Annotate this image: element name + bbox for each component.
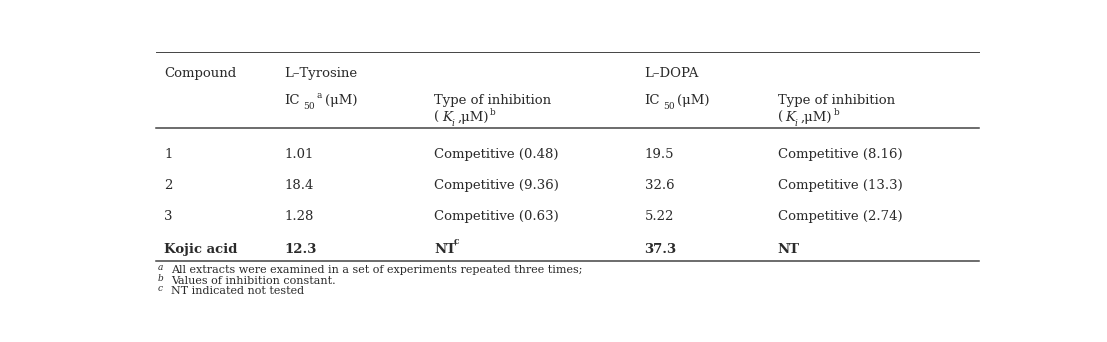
Text: Competitive (9.36): Competitive (9.36) bbox=[434, 179, 559, 193]
Text: 19.5: 19.5 bbox=[644, 148, 674, 161]
Text: NT: NT bbox=[777, 242, 799, 255]
Text: ,μM): ,μM) bbox=[457, 111, 489, 124]
Text: 1: 1 bbox=[164, 148, 173, 161]
Text: Compound: Compound bbox=[164, 67, 237, 80]
Text: NT indicated not tested: NT indicated not tested bbox=[170, 286, 304, 296]
Text: IC: IC bbox=[284, 94, 300, 107]
Text: (: ( bbox=[777, 111, 783, 124]
Text: 1.28: 1.28 bbox=[284, 210, 313, 223]
Text: b: b bbox=[157, 274, 163, 282]
Text: K: K bbox=[442, 111, 452, 124]
Text: 1.01: 1.01 bbox=[284, 148, 313, 161]
Text: IC: IC bbox=[644, 94, 660, 107]
Text: Type of inhibition: Type of inhibition bbox=[434, 94, 551, 107]
Text: i: i bbox=[795, 119, 797, 129]
Text: 5.22: 5.22 bbox=[644, 210, 674, 223]
Text: b: b bbox=[834, 108, 839, 117]
Text: L–Tyrosine: L–Tyrosine bbox=[284, 67, 358, 80]
Text: Values of inhibition constant.: Values of inhibition constant. bbox=[170, 276, 335, 286]
Text: Type of inhibition: Type of inhibition bbox=[777, 94, 894, 107]
Text: L–DOPA: L–DOPA bbox=[644, 67, 699, 80]
Text: Kojic acid: Kojic acid bbox=[164, 242, 238, 255]
Text: a: a bbox=[157, 263, 163, 272]
Text: 50: 50 bbox=[303, 102, 314, 111]
Text: (μM): (μM) bbox=[677, 94, 710, 107]
Text: 37.3: 37.3 bbox=[644, 242, 676, 255]
Text: 18.4: 18.4 bbox=[284, 179, 313, 193]
Text: Competitive (13.3): Competitive (13.3) bbox=[777, 179, 902, 193]
Text: c: c bbox=[157, 284, 163, 293]
Text: K: K bbox=[785, 111, 795, 124]
Text: (μM): (μM) bbox=[324, 94, 358, 107]
Text: 3: 3 bbox=[164, 210, 173, 223]
Text: Competitive (0.63): Competitive (0.63) bbox=[434, 210, 559, 223]
Text: Competitive (8.16): Competitive (8.16) bbox=[777, 148, 902, 161]
Text: c: c bbox=[453, 237, 458, 246]
Text: NT: NT bbox=[434, 242, 456, 255]
Text: ,μM): ,μM) bbox=[800, 111, 832, 124]
Text: (: ( bbox=[434, 111, 439, 124]
Text: b: b bbox=[490, 108, 496, 117]
Text: All extracts were examined in a set of experiments repeated three times;: All extracts were examined in a set of e… bbox=[170, 265, 582, 275]
Text: Competitive (2.74): Competitive (2.74) bbox=[777, 210, 902, 223]
Text: Competitive (0.48): Competitive (0.48) bbox=[434, 148, 559, 161]
Text: a: a bbox=[317, 91, 322, 100]
Text: 2: 2 bbox=[164, 179, 173, 193]
Text: 32.6: 32.6 bbox=[644, 179, 674, 193]
Text: 50: 50 bbox=[663, 102, 675, 111]
Text: 12.3: 12.3 bbox=[284, 242, 317, 255]
Text: i: i bbox=[452, 119, 454, 129]
